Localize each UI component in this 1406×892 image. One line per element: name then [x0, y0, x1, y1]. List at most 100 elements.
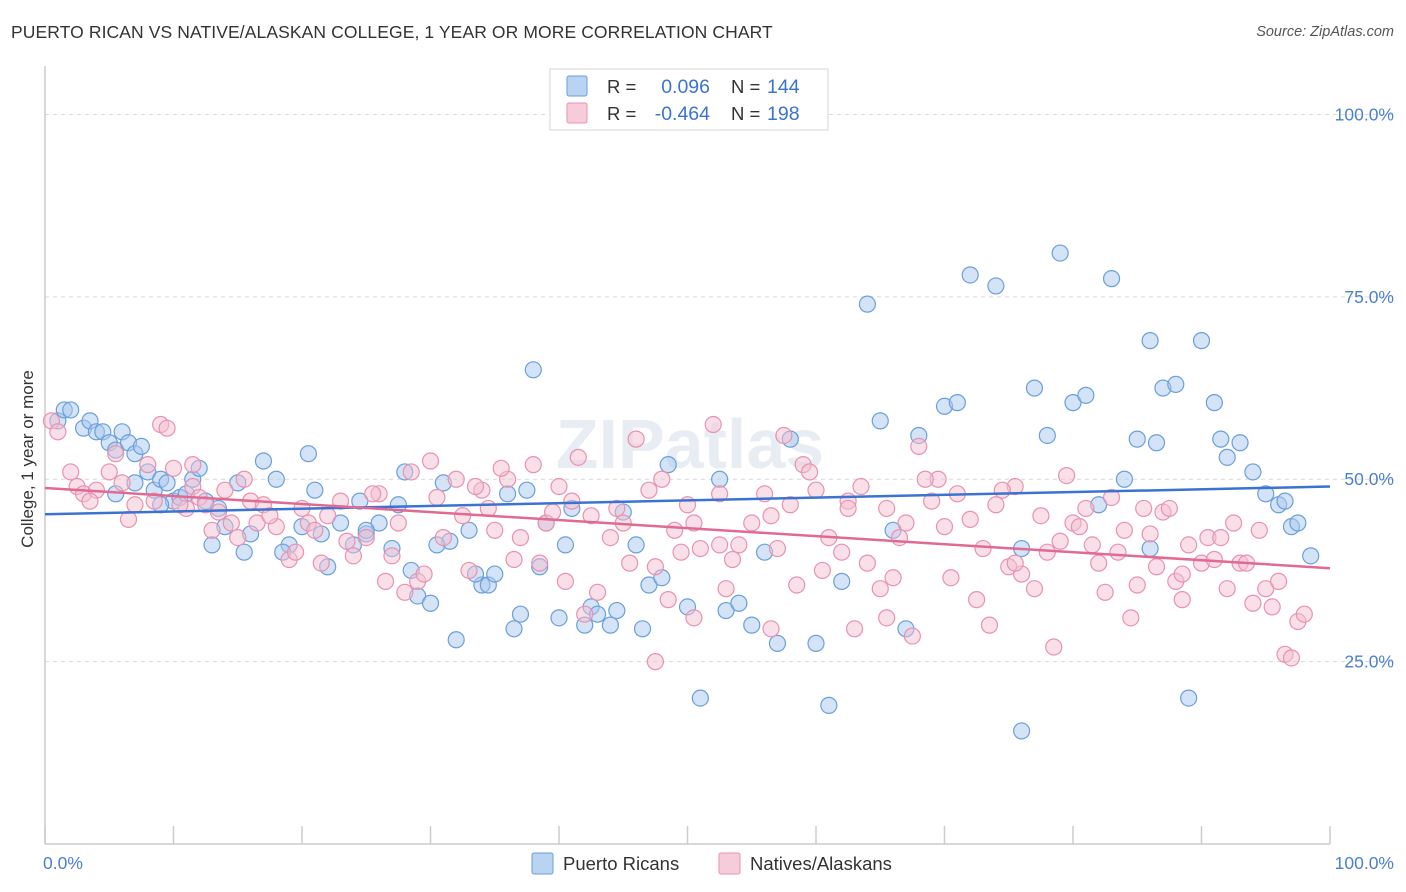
- data-point: [351, 492, 369, 510]
- data-point: [961, 266, 979, 284]
- data-point: [254, 452, 273, 470]
- data-point: [839, 499, 857, 518]
- data-point: [640, 481, 658, 499]
- data-point: [338, 532, 356, 550]
- stats-n-label: N =: [731, 103, 760, 124]
- data-point: [871, 580, 889, 598]
- x-tick-label: 0.0%: [43, 853, 83, 873]
- data-point: [627, 536, 645, 554]
- data-point: [486, 521, 504, 539]
- data-point: [1289, 514, 1307, 532]
- data-point: [768, 539, 787, 558]
- data-point: [1180, 536, 1198, 554]
- y-tick-label: 100.0%: [1335, 104, 1394, 124]
- data-point: [1057, 466, 1076, 485]
- data-point: [454, 507, 472, 525]
- data-point: [685, 609, 703, 627]
- data-point: [1225, 514, 1243, 532]
- data-point: [711, 470, 729, 488]
- data-point: [1096, 583, 1114, 601]
- data-point: [460, 521, 478, 539]
- data-point: [666, 521, 684, 539]
- data-point: [486, 565, 504, 583]
- chart-title: PUERTO RICAN VS NATIVE/ALASKAN COLLEGE, …: [11, 22, 773, 42]
- data-point: [499, 485, 517, 503]
- data-point: [563, 492, 581, 510]
- data-point: [421, 452, 440, 470]
- data-point: [389, 514, 407, 532]
- data-point: [1045, 638, 1063, 656]
- data-point: [1083, 536, 1101, 554]
- data-point: [942, 569, 960, 587]
- data-point: [1141, 332, 1159, 350]
- data-point: [1012, 722, 1031, 740]
- data-point: [511, 605, 530, 623]
- data-point: [428, 488, 446, 507]
- data-point: [852, 477, 870, 496]
- data-point: [659, 591, 677, 609]
- data-point: [556, 572, 575, 590]
- data-point: [505, 620, 523, 638]
- data-point: [1115, 470, 1134, 488]
- data-point: [704, 415, 722, 434]
- data-point: [1025, 379, 1044, 397]
- data-point: [1250, 521, 1268, 539]
- data-point: [139, 456, 157, 474]
- y-tick-label: 50.0%: [1344, 469, 1394, 489]
- data-point: [961, 510, 979, 528]
- data-point: [203, 536, 221, 554]
- data-point: [916, 470, 934, 488]
- stats-n-value: 144: [767, 76, 800, 98]
- legend-swatch: [531, 852, 554, 875]
- data-point: [235, 470, 253, 488]
- data-point: [601, 616, 620, 634]
- data-point: [621, 554, 639, 572]
- data-point: [376, 572, 395, 590]
- data-point: [421, 594, 440, 612]
- data-point: [396, 583, 414, 601]
- data-point: [730, 594, 748, 612]
- series-natives-alaskans: [42, 412, 1313, 671]
- data-point: [711, 485, 729, 503]
- data-point: [524, 456, 542, 474]
- data-point: [1269, 572, 1288, 590]
- data-point: [691, 539, 709, 558]
- data-point: [813, 561, 832, 580]
- data-point: [800, 463, 819, 481]
- data-point: [466, 477, 485, 496]
- watermark: ZIPatlas: [556, 405, 824, 483]
- data-point: [1218, 448, 1236, 466]
- trend-line: [44, 485, 1331, 516]
- data-point: [1218, 580, 1236, 598]
- data-point: [447, 631, 465, 649]
- data-point: [717, 580, 735, 598]
- data-point: [364, 485, 382, 503]
- data-point: [890, 528, 909, 547]
- x-tick-label: 100.0%: [1335, 853, 1394, 873]
- data-point: [434, 528, 452, 547]
- data-point: [370, 514, 388, 532]
- data-point: [543, 503, 562, 521]
- data-point: [627, 430, 645, 448]
- data-point: [743, 514, 761, 532]
- data-point: [1244, 594, 1262, 612]
- data-point: [402, 463, 420, 481]
- data-point: [550, 609, 568, 627]
- data-point: [460, 561, 478, 580]
- data-point: [299, 445, 318, 463]
- data-point: [1257, 580, 1275, 598]
- data-point: [974, 539, 992, 558]
- data-point: [717, 601, 735, 620]
- data-point: [1205, 394, 1223, 412]
- data-point: [935, 518, 954, 536]
- data-point: [588, 583, 607, 601]
- data-point: [312, 554, 330, 572]
- stats-box-frame: [549, 68, 829, 131]
- data-point: [524, 361, 542, 379]
- legend-swatch: [718, 852, 741, 875]
- data-point: [948, 394, 966, 412]
- data-point: [107, 445, 125, 463]
- data-point: [1032, 507, 1050, 525]
- data-point: [653, 470, 671, 488]
